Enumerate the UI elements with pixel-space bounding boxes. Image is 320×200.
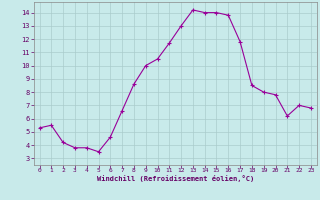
X-axis label: Windchill (Refroidissement éolien,°C): Windchill (Refroidissement éolien,°C) bbox=[97, 175, 254, 182]
